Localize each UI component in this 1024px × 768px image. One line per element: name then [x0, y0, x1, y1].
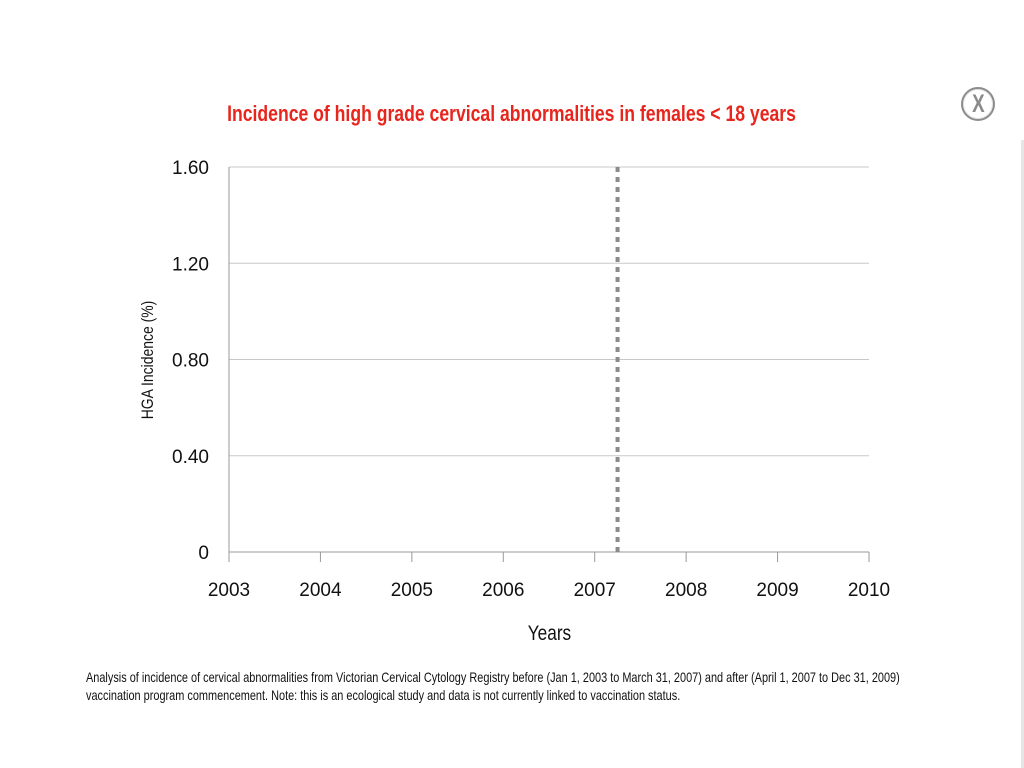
y-tick-label: 1.20: [172, 254, 209, 275]
x-tick-label: 2008: [665, 580, 707, 601]
chart-footnote: Analysis of incidence of cervical abnorm…: [86, 669, 900, 703]
x-axis-label: Years: [527, 622, 571, 645]
y-tick-label: 0.40: [172, 447, 209, 468]
y-tick-label: 1.60: [172, 158, 209, 179]
x-tick-label: 2004: [299, 580, 342, 601]
y-tick-label: 0.80: [172, 351, 209, 372]
x-tick-label: 2007: [574, 580, 616, 601]
x-tick-label: 2010: [848, 580, 890, 601]
right-edge-divider: [1021, 140, 1024, 768]
y-tick-label: 0: [198, 543, 209, 564]
x-tick-label: 2003: [208, 580, 250, 601]
close-button[interactable]: X: [961, 87, 995, 121]
x-tick-label: 2009: [756, 580, 798, 601]
close-icon: X: [971, 89, 985, 118]
x-tick-label: 2005: [391, 580, 433, 601]
x-tick-label: 2006: [482, 580, 524, 601]
chart-title: Incidence of high grade cervical abnorma…: [227, 101, 797, 126]
y-axis-label: HGA Incidence (%): [138, 300, 157, 420]
